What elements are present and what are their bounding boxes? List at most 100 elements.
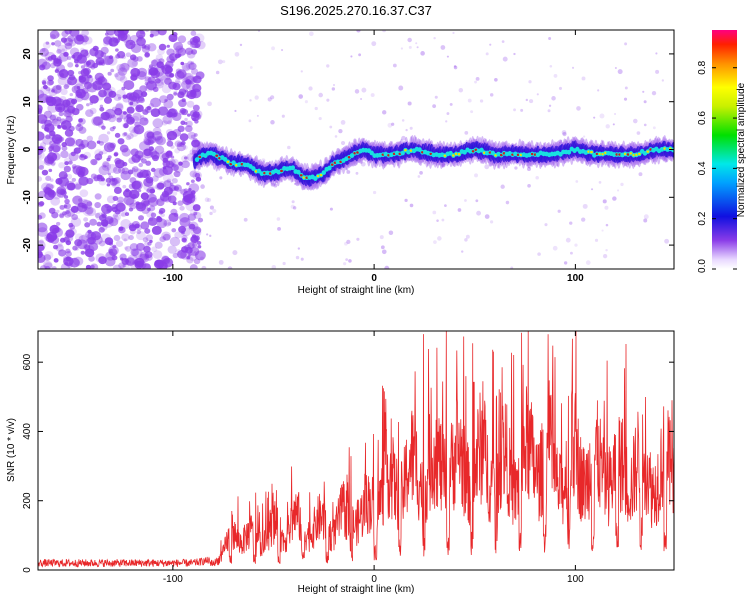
noise-blob bbox=[85, 264, 92, 269]
noise-blob bbox=[172, 201, 177, 206]
noise-dot bbox=[605, 223, 609, 227]
noise-blob bbox=[122, 95, 131, 103]
noise-dot bbox=[632, 118, 638, 124]
noise-dot bbox=[222, 60, 226, 64]
noise-blob bbox=[74, 181, 83, 189]
noise-blob bbox=[166, 178, 172, 183]
noise-blob bbox=[146, 131, 155, 139]
noise-blob bbox=[149, 239, 153, 244]
noise-dot bbox=[441, 163, 446, 168]
noise-blob bbox=[148, 149, 158, 158]
noise-blob bbox=[107, 71, 112, 76]
noise-blob bbox=[174, 148, 181, 154]
noise-blob bbox=[131, 193, 137, 199]
noise-dot bbox=[535, 175, 539, 180]
noise-blob bbox=[64, 234, 74, 242]
noise-blob bbox=[102, 164, 107, 168]
noise-dot bbox=[605, 124, 610, 129]
track-mid bbox=[290, 165, 296, 171]
noise-dot bbox=[581, 217, 586, 222]
noise-blob bbox=[100, 52, 107, 58]
noise-blob bbox=[68, 222, 74, 228]
noise-blob bbox=[183, 188, 189, 194]
noise-blob bbox=[122, 189, 133, 198]
noise-dot bbox=[562, 131, 567, 137]
noise-blob bbox=[74, 233, 84, 242]
noise-blob bbox=[73, 256, 84, 266]
noise-blob bbox=[181, 80, 191, 90]
noise-blob bbox=[43, 260, 53, 269]
noise-dot bbox=[309, 31, 314, 37]
noise-blob bbox=[85, 109, 94, 117]
colorbar-tick-label: 0.6 bbox=[697, 111, 708, 125]
noise-blob bbox=[74, 63, 79, 68]
noise-dot bbox=[392, 63, 397, 68]
noise-blob bbox=[165, 128, 174, 137]
noise-dot bbox=[384, 265, 390, 269]
noise-blob bbox=[132, 112, 142, 121]
noise-dot bbox=[520, 108, 524, 112]
noise-blob bbox=[177, 35, 187, 44]
noise-blob bbox=[45, 265, 51, 269]
track-core bbox=[457, 153, 461, 156]
y-tick-label: -10 bbox=[22, 190, 33, 205]
noise-blob bbox=[62, 125, 68, 130]
noise-dot bbox=[300, 70, 303, 73]
noise-blob bbox=[155, 182, 165, 191]
noise-blob bbox=[194, 139, 201, 146]
noise-dot bbox=[280, 48, 284, 52]
noise-dot bbox=[614, 67, 617, 70]
snr-series-line bbox=[38, 331, 674, 568]
noise-dot bbox=[575, 180, 579, 183]
noise-blob bbox=[90, 158, 98, 166]
noise-blob bbox=[112, 166, 122, 174]
noise-dot bbox=[598, 181, 602, 184]
noise-blob bbox=[177, 47, 187, 56]
noise-dot bbox=[490, 220, 494, 224]
noise-blob bbox=[55, 209, 60, 213]
noise-blob bbox=[60, 88, 68, 96]
noise-dot bbox=[655, 69, 660, 74]
noise-dot bbox=[602, 253, 608, 259]
noise-blob bbox=[117, 30, 124, 34]
noise-dot bbox=[271, 265, 277, 269]
noise-blob bbox=[186, 89, 197, 100]
noise-dot bbox=[624, 86, 628, 90]
noise-dot bbox=[206, 233, 209, 236]
noise-blob bbox=[131, 60, 138, 67]
noise-dot bbox=[217, 59, 223, 65]
y-tick-label: 400 bbox=[22, 423, 33, 440]
noise-blob bbox=[119, 62, 130, 73]
noise-blob bbox=[181, 160, 190, 169]
noise-blob bbox=[193, 211, 202, 220]
y-tick-label: 200 bbox=[22, 492, 33, 509]
noise-dot bbox=[276, 217, 281, 221]
chart-title: S196.2025.270.16.37.C37 bbox=[280, 3, 432, 18]
noise-dot bbox=[617, 69, 623, 75]
noise-dot bbox=[570, 251, 573, 255]
noise-dot bbox=[234, 51, 240, 57]
noise-blob bbox=[67, 35, 75, 42]
noise-dot bbox=[643, 123, 647, 127]
noise-dot bbox=[416, 46, 419, 49]
noise-dot bbox=[537, 252, 541, 256]
noise-dot bbox=[594, 238, 599, 242]
noise-blob bbox=[64, 82, 71, 88]
noise-blob bbox=[47, 75, 54, 82]
noise-dot bbox=[270, 120, 275, 125]
noise-blob bbox=[177, 125, 185, 133]
noise-blob bbox=[123, 132, 128, 136]
noise-blob bbox=[168, 158, 176, 166]
noise-blob bbox=[63, 84, 69, 90]
noise-blob bbox=[76, 86, 81, 90]
noise-blob bbox=[137, 189, 142, 193]
noise-blob bbox=[152, 118, 164, 129]
noise-blob bbox=[137, 95, 145, 102]
noise-dot bbox=[474, 80, 477, 84]
noise-dot bbox=[420, 51, 425, 56]
noise-blob bbox=[80, 65, 86, 69]
noise-blob bbox=[186, 182, 190, 186]
noise-blob bbox=[67, 262, 73, 268]
noise-dot bbox=[234, 109, 237, 113]
noise-blob bbox=[167, 108, 178, 118]
